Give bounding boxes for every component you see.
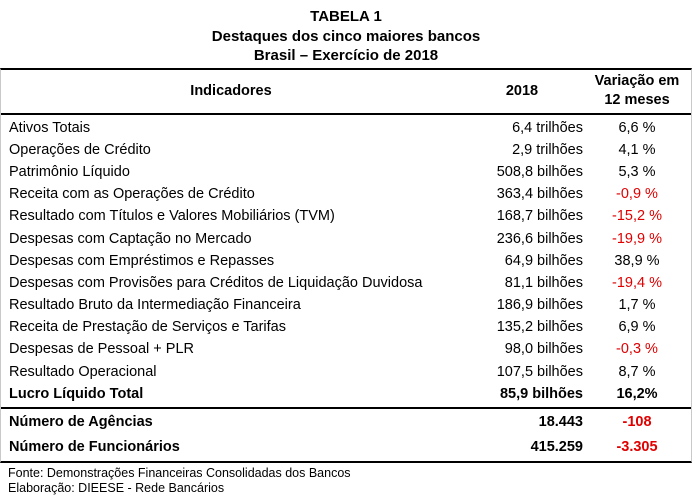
table-row: Lucro Líquido Total 85,9 bilhões 16,2% <box>1 383 691 405</box>
variation-cell: -15,2 % <box>612 208 662 225</box>
variation-cell: 4,1 % <box>618 141 656 158</box>
table-row: Despesas com Captação no Mercado 236,6 b… <box>1 227 691 249</box>
indicator-cell: Patrimônio Líquido <box>9 163 130 180</box>
table-row: Resultado Operacional 107,5 bilhões 8,7 … <box>1 361 691 383</box>
variation-cell: 6,6 % <box>618 119 656 136</box>
table-row: Despesas com Empréstimos e Repasses 64,9… <box>1 250 691 272</box>
variation-cell: -108 <box>622 414 652 431</box>
value-2018-cell: 508,8 bilhões <box>496 163 583 180</box>
indicator-cell: Receita de Prestação de Serviços e Tarif… <box>9 319 286 336</box>
variation-cell: -19,4 % <box>612 274 662 291</box>
value-2018-cell: 186,9 bilhões <box>496 297 583 314</box>
value-2018-cell: 135,2 bilhões <box>496 319 583 336</box>
variation-cell: -3.305 <box>616 439 658 456</box>
column-header-variation: Variação em 12 meses <box>583 72 691 110</box>
indicator-cell: Operações de Crédito <box>9 141 151 158</box>
indicator-cell: Resultado Bruto da Intermediação Finance… <box>9 297 301 314</box>
value-2018-cell: 85,9 bilhões <box>499 385 583 402</box>
value-2018-cell: 168,7 bilhões <box>496 208 583 225</box>
variation-cell: -0,9 % <box>616 186 658 203</box>
indicator-cell: Número de Funcionários <box>9 439 180 456</box>
value-2018-cell: 98,0 bilhões <box>504 341 583 358</box>
indicator-cell: Despesas de Pessoal + PLR <box>9 341 194 358</box>
variation-cell: 38,9 % <box>614 252 660 269</box>
table-title-block: TABELA 1 Destaques dos cinco maiores ban… <box>0 0 692 66</box>
variation-cell: 1,7 % <box>618 297 656 314</box>
table-body: Ativos Totais 6,4 trilhões 6,6 % Operaçõ… <box>1 115 691 407</box>
elaboration-note: Elaboração: DIEESE - Rede Bancários <box>8 481 225 496</box>
value-2018-cell: 363,4 bilhões <box>496 186 583 203</box>
table-row: Operações de Crédito 2,9 trilhões 4,1 % <box>1 139 691 161</box>
source-note: Fonte: Demonstrações Financeiras Consoli… <box>8 465 351 480</box>
variation-cell: 5,3 % <box>618 163 656 180</box>
variation-cell: 16,2% <box>616 385 658 402</box>
table-row: Resultado Bruto da Intermediação Finance… <box>1 294 691 316</box>
value-2018-cell: 18.443 <box>538 414 583 431</box>
indicator-cell: Despesas com Captação no Mercado <box>9 230 252 247</box>
table-number-title: TABELA 1 <box>310 8 382 25</box>
table-footnotes: Fonte: Demonstrações Financeiras Consoli… <box>0 463 692 497</box>
table-row: Despesas com Provisões para Créditos de … <box>1 272 691 294</box>
variation-cell: 8,7 % <box>618 363 656 380</box>
value-2018-cell: 236,6 bilhões <box>496 230 583 247</box>
table-subtitle-period: Brasil – Exercício de 2018 <box>253 47 439 64</box>
indicator-cell: Receita com as Operações de Crédito <box>9 186 255 203</box>
data-table: Indicadores 2018 Variação em 12 meses At… <box>0 67 692 463</box>
table-row: Patrimônio Líquido 508,8 bilhões 5,3 % <box>1 161 691 183</box>
table-summary: Número de Agências 18.443 -108 Número de… <box>1 406 691 461</box>
value-2018-cell: 107,5 bilhões <box>496 363 583 380</box>
indicator-cell: Despesas com Provisões para Créditos de … <box>9 274 423 291</box>
value-2018-cell: 6,4 trilhões <box>512 119 583 136</box>
value-2018-cell: 2,9 trilhões <box>512 141 583 158</box>
table-row: Resultado com Títulos e Valores Mobiliár… <box>1 205 691 227</box>
variation-cell: -19,9 % <box>612 230 662 247</box>
table-header-row: Indicadores 2018 Variação em 12 meses <box>1 70 691 115</box>
indicator-cell: Número de Agências <box>9 414 153 431</box>
table-row: Receita com as Operações de Crédito 363,… <box>1 183 691 205</box>
column-header-variation-line2: 12 meses <box>604 92 670 108</box>
column-header-year: 2018 <box>505 83 539 99</box>
value-2018-cell: 415.259 <box>530 439 583 456</box>
table-row: Despesas de Pessoal + PLR 98,0 bilhões -… <box>1 338 691 360</box>
value-2018-cell: 64,9 bilhões <box>504 252 583 269</box>
value-2018-cell: 81,1 bilhões <box>504 274 583 291</box>
column-header-variation-line1: Variação em <box>594 73 680 89</box>
table-row: Número de Funcionários 415.259 -3.305 <box>1 435 691 460</box>
indicator-cell: Resultado Operacional <box>9 363 157 380</box>
column-header-indicators: Indicadores <box>190 83 272 99</box>
table-row: Número de Agências 18.443 -108 <box>1 410 691 435</box>
variation-cell: -0,3 % <box>616 341 658 358</box>
indicator-cell: Despesas com Empréstimos e Repasses <box>9 252 275 269</box>
variation-cell: 6,9 % <box>618 319 656 336</box>
indicator-cell: Lucro Líquido Total <box>9 385 144 402</box>
indicator-cell: Resultado com Títulos e Valores Mobiliár… <box>9 208 335 225</box>
table-row: Receita de Prestação de Serviços e Tarif… <box>1 316 691 338</box>
indicator-cell: Ativos Totais <box>9 119 91 136</box>
table-subtitle: Destaques dos cinco maiores bancos <box>211 27 481 45</box>
table-row: Ativos Totais 6,4 trilhões 6,6 % <box>1 117 691 139</box>
